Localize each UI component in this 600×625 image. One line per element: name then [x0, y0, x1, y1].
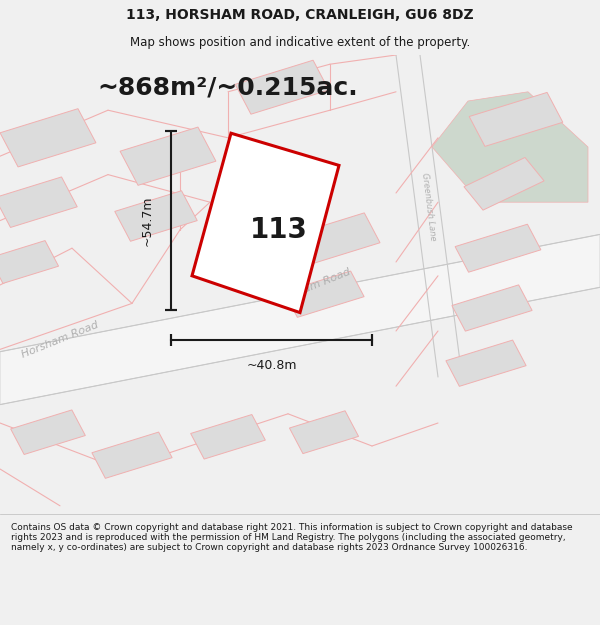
Polygon shape [469, 92, 563, 146]
Text: Horsham Road: Horsham Road [20, 320, 100, 360]
Text: ~868m²/~0.215ac.: ~868m²/~0.215ac. [98, 75, 358, 99]
Text: ~40.8m: ~40.8m [246, 359, 297, 372]
Text: 113: 113 [250, 216, 308, 244]
Polygon shape [235, 60, 329, 114]
Polygon shape [464, 158, 544, 210]
Polygon shape [452, 285, 532, 331]
Text: Contains OS data © Crown copyright and database right 2021. This information is : Contains OS data © Crown copyright and d… [11, 522, 572, 552]
Polygon shape [192, 133, 339, 312]
Polygon shape [115, 191, 197, 241]
Polygon shape [0, 177, 77, 227]
Polygon shape [289, 411, 359, 454]
Text: Map shows position and indicative extent of the property.: Map shows position and indicative extent… [130, 36, 470, 49]
Polygon shape [455, 224, 541, 272]
Polygon shape [0, 109, 96, 167]
Text: Horsham Road: Horsham Road [272, 268, 352, 308]
Polygon shape [92, 432, 172, 478]
Text: Greenbush Lane: Greenbush Lane [421, 173, 437, 241]
Text: ~54.7m: ~54.7m [140, 196, 154, 246]
Polygon shape [292, 213, 380, 265]
Text: 113, HORSHAM ROAD, CRANLEIGH, GU6 8DZ: 113, HORSHAM ROAD, CRANLEIGH, GU6 8DZ [126, 8, 474, 22]
Polygon shape [120, 127, 216, 186]
Polygon shape [191, 414, 265, 459]
Polygon shape [446, 340, 526, 386]
Polygon shape [0, 241, 59, 283]
Polygon shape [11, 410, 85, 454]
Polygon shape [0, 234, 600, 404]
Polygon shape [432, 92, 588, 202]
Polygon shape [284, 271, 364, 318]
